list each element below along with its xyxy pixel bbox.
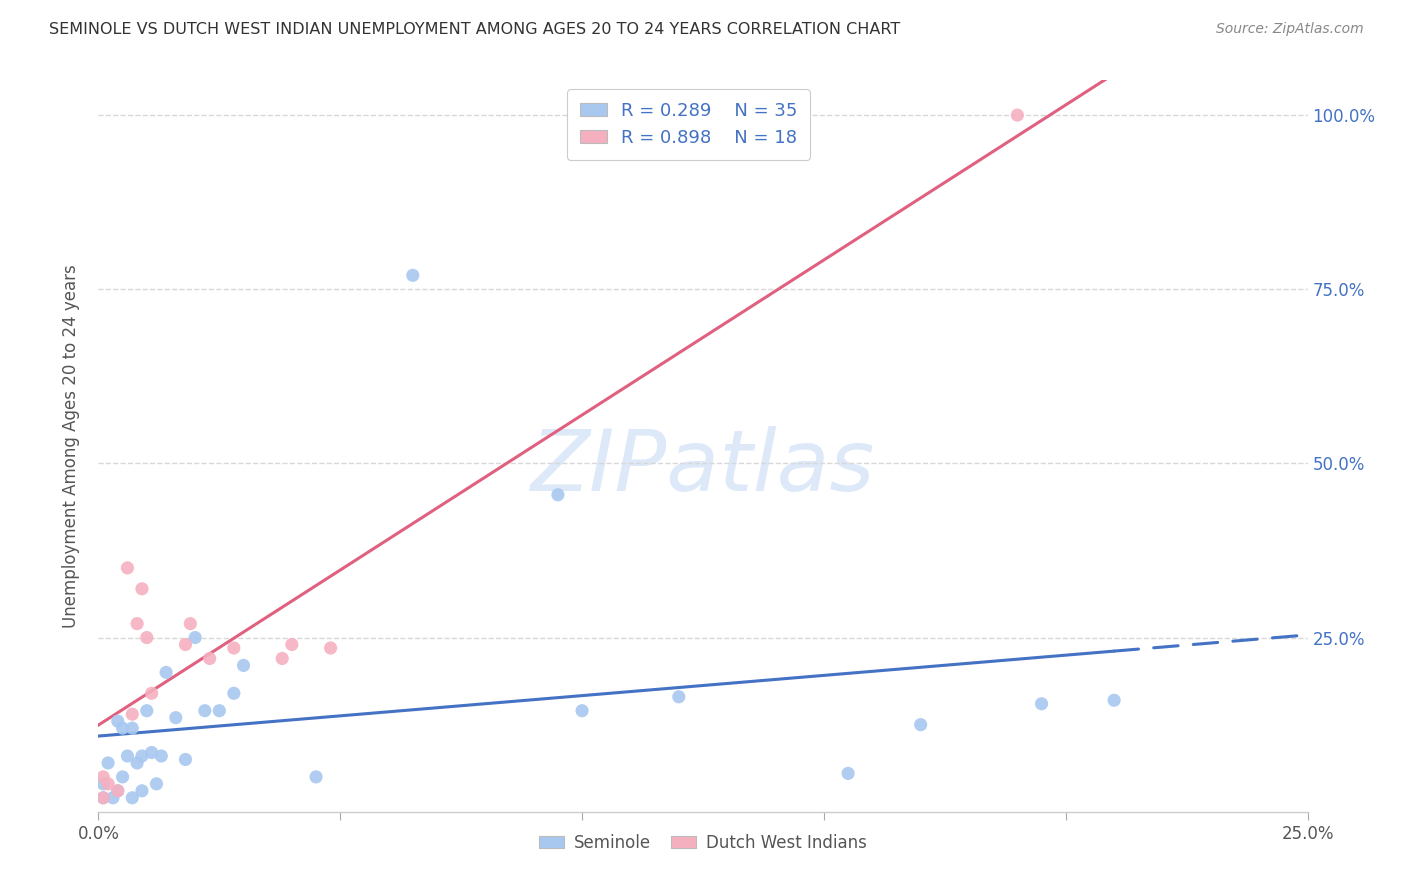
Point — [305, 770, 328, 784]
Point — [117, 749, 139, 764]
Point — [135, 704, 157, 718]
Point — [179, 616, 201, 631]
Point — [1007, 108, 1029, 122]
Point — [271, 651, 294, 665]
Point — [107, 784, 129, 798]
Point — [131, 749, 153, 764]
Point — [194, 704, 217, 718]
Point — [150, 749, 173, 764]
Point — [222, 686, 245, 700]
Point — [131, 582, 153, 596]
Point — [184, 631, 207, 645]
Point — [141, 746, 163, 760]
Point — [91, 790, 114, 805]
Point — [174, 752, 197, 766]
Point — [155, 665, 177, 680]
Y-axis label: Unemployment Among Ages 20 to 24 years: Unemployment Among Ages 20 to 24 years — [62, 264, 80, 628]
Point — [402, 268, 425, 283]
Point — [141, 686, 163, 700]
Point — [208, 704, 231, 718]
Point — [198, 651, 221, 665]
Point — [131, 784, 153, 798]
Point — [668, 690, 690, 704]
Point — [222, 640, 245, 655]
Point — [107, 714, 129, 728]
Point — [127, 756, 149, 770]
Point — [97, 756, 120, 770]
Point — [547, 488, 569, 502]
Point — [165, 711, 187, 725]
Point — [281, 638, 304, 652]
Point — [910, 717, 932, 731]
Point — [101, 790, 124, 805]
Point — [174, 638, 197, 652]
Point — [91, 790, 114, 805]
Point — [97, 777, 120, 791]
Point — [571, 704, 593, 718]
Point — [127, 616, 149, 631]
Point — [319, 640, 342, 655]
Point — [1031, 697, 1053, 711]
Point — [837, 766, 859, 780]
Point — [121, 707, 143, 722]
Point — [107, 784, 129, 798]
Point — [1102, 693, 1125, 707]
Point — [121, 721, 143, 735]
Point — [145, 777, 167, 791]
Point — [135, 631, 157, 645]
Text: SEMINOLE VS DUTCH WEST INDIAN UNEMPLOYMENT AMONG AGES 20 TO 24 YEARS CORRELATION: SEMINOLE VS DUTCH WEST INDIAN UNEMPLOYME… — [49, 22, 900, 37]
Text: ZIPatlas: ZIPatlas — [531, 426, 875, 509]
Point — [111, 721, 134, 735]
Text: Source: ZipAtlas.com: Source: ZipAtlas.com — [1216, 22, 1364, 37]
Point — [91, 777, 114, 791]
Point — [121, 790, 143, 805]
Point — [117, 561, 139, 575]
Point — [111, 770, 134, 784]
Point — [91, 770, 114, 784]
Legend: Seminole, Dutch West Indians: Seminole, Dutch West Indians — [533, 827, 873, 858]
Point — [232, 658, 254, 673]
